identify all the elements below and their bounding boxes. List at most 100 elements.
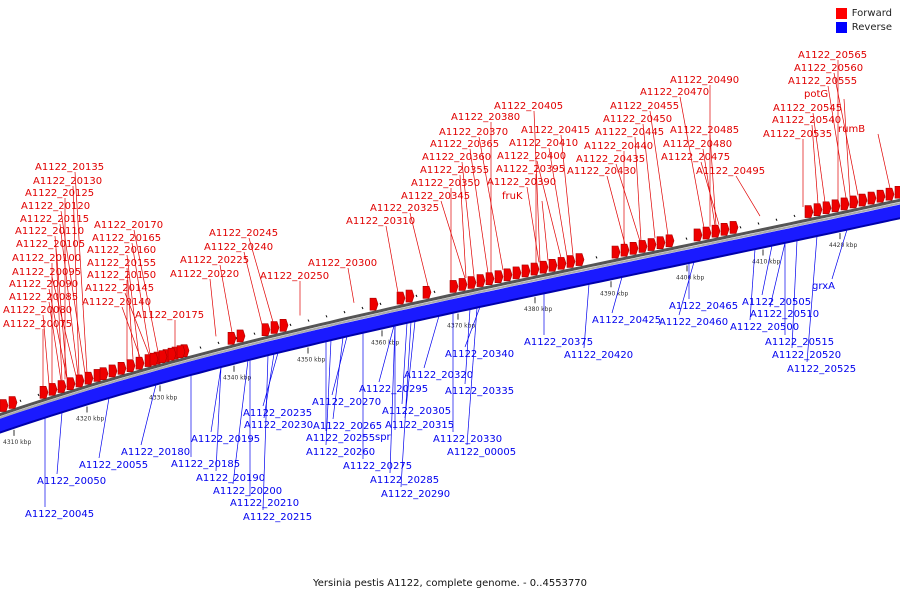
forward-gene-arrow [176, 345, 186, 359]
forward-gene-label: A1122_20155 [87, 258, 156, 269]
forward-gene-label: A1122_20310 [346, 216, 415, 227]
reverse-gene-label: A1122_20200 [213, 486, 282, 497]
forward-leader-line [827, 85, 847, 198]
forward-leader-line [811, 124, 819, 204]
legend-reverse-label: Reverse [851, 22, 892, 33]
reverse-gene-label: A1122_20295 [359, 384, 428, 395]
forward-gene-arrow [575, 253, 585, 266]
forward-leader-line [679, 96, 705, 228]
reverse-gene-label: A1122_20055 [79, 460, 148, 471]
reverse-leader-line [423, 315, 440, 369]
reverse-gene-label: A1122_20270 [312, 397, 381, 408]
reverse-leader-line [140, 384, 157, 446]
reverse-gene-label: A1122_20340 [445, 349, 514, 360]
forward-gene-label: A1122_20170 [94, 220, 163, 231]
forward-gene-label: A1122_20165 [92, 233, 161, 244]
reverse-gene-label: A1122_20050 [37, 476, 106, 487]
reverse-leader-line [215, 367, 222, 472]
minor-mark [217, 341, 220, 345]
forward-gene-label: A1122_20160 [87, 245, 156, 256]
reverse-leader-line [378, 325, 395, 383]
forward-gene-label: A1122_20495 [696, 166, 765, 177]
forward-gene-label: A1122_20480 [663, 139, 732, 150]
forward-leader-line [248, 237, 274, 323]
forward-gene-arrow [822, 201, 832, 215]
forward-gene-arrow [665, 234, 675, 248]
minor-mark [415, 294, 418, 298]
forward-gene-label: A1122_20080 [3, 305, 72, 316]
reverse-leader-line [769, 242, 786, 308]
forward-swatch [835, 8, 847, 19]
forward-gene-label: A1122_20105 [16, 239, 85, 250]
reverse-gene-label: A1122_20520 [772, 350, 841, 361]
legend: Forward Reverse [835, 8, 892, 36]
minor-mark [685, 237, 688, 240]
tick-label: 4360 kbp [371, 339, 399, 346]
forward-gene-arrow [503, 268, 513, 282]
forward-leader-line [219, 264, 233, 333]
reverse-gene-label: A1122_20525 [787, 364, 856, 375]
forward-gene-arrow [149, 352, 159, 366]
reverse-labels: A1122_20045 A1122_20050 A1122_20055 A1122_2… [25, 229, 856, 523]
tick-label: 4390 kbp [600, 290, 628, 297]
forward-gene-label: A1122_20245 [209, 228, 278, 239]
forward-gene-arrow [729, 221, 739, 234]
minor-mark [289, 323, 292, 327]
forward-gene-arrow [227, 331, 237, 345]
minor-mark [253, 332, 256, 335]
forward-gene-label: A1122_20410 [509, 138, 578, 149]
reverse-gene-label: A1122_20215 [243, 512, 312, 523]
minor-mark [199, 346, 202, 349]
legend-reverse: Reverse [835, 22, 892, 33]
forward-gene-arrow [867, 191, 877, 205]
minor-mark [307, 319, 310, 322]
forward-leader-line [702, 148, 716, 226]
reverse-leader-line [678, 261, 695, 316]
forward-leader-line [74, 171, 88, 373]
forward-gene-arrow [638, 240, 648, 253]
reverse-strand-edge [0, 217, 900, 434]
forward-leader-line [634, 136, 642, 242]
reverse-gene-label: A1122_20420 [564, 350, 633, 361]
tick-label: 4370 kbp [447, 323, 475, 330]
legend-forward-label: Forward [851, 8, 892, 19]
forward-gene-label: A1122_20535 [763, 129, 832, 140]
minor-mark [379, 302, 382, 306]
forward-gene-label: A1122_20400 [497, 151, 566, 162]
forward-gene-label: A1122_20145 [85, 283, 154, 294]
forward-gene-arrow [270, 321, 280, 334]
forward-gene-arrow [611, 245, 621, 259]
reverse-gene-label: A1122_20210 [230, 498, 299, 509]
forward-leader-line [469, 148, 489, 274]
forward-gene-arrow [66, 377, 76, 391]
reverse-gene-label: A1122_20180 [121, 447, 190, 458]
forward-leader-line [642, 123, 656, 239]
genome-backbone [0, 198, 900, 434]
backbone-inner-line [0, 202, 900, 419]
reverse-leader-line [56, 412, 63, 475]
tick-label: 4420 kbp [829, 242, 857, 249]
forward-gene-arrow [894, 185, 900, 199]
forward-gene-label: A1122_20085 [9, 292, 78, 303]
tick-label: 4380 kbp [524, 306, 552, 313]
forward-gene-arrow [99, 367, 109, 380]
reverse-gene-label: A1122_20375 [524, 337, 593, 348]
forward-gene-arrow [261, 323, 271, 337]
tick-label: 4310 kbp [3, 439, 31, 446]
forward-gene-arrow [539, 260, 549, 274]
forward-gene-arrow [279, 318, 289, 332]
forward-leader-line [700, 161, 720, 225]
reverse-strand-track [0, 204, 900, 433]
reverse-gene-label: A1122_20500 [730, 322, 799, 333]
reverse-leader-line [331, 336, 348, 396]
reverse-leader-line [749, 249, 756, 321]
forward-gene-arrow [405, 289, 415, 303]
forward-leader-line [209, 278, 217, 337]
reverse-leader-line [262, 352, 279, 407]
forward-gene-arrow [8, 396, 18, 409]
forward-gene-label: A1122_20250 [260, 271, 329, 282]
forward-gene-label: A1122_20405 [494, 101, 563, 112]
forward-gene-arrow [629, 242, 639, 255]
reverse-gene-label: A1122_20045 [25, 509, 94, 520]
forward-leader-line [347, 267, 355, 303]
